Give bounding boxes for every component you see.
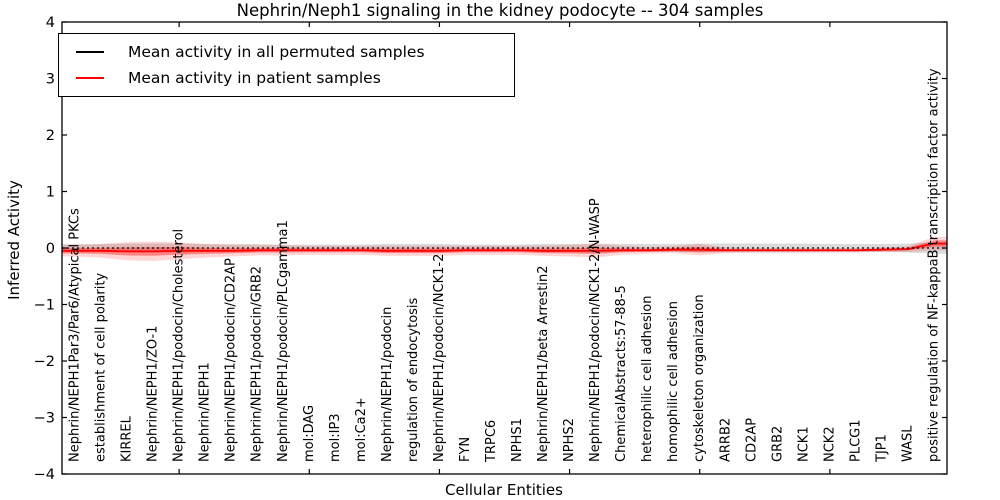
x-category-label: PLCG1	[848, 419, 863, 462]
y-tick-label: 3	[46, 72, 55, 88]
x-category-label: positive regulation of NF-kappaB transcr…	[926, 68, 941, 462]
patient-band-outer	[62, 236, 947, 261]
chart-title: Nephrin/Neph1 signaling in the kidney po…	[236, 1, 764, 20]
patient-band-inner	[62, 240, 947, 256]
x-category-label: Nephrin/NEPH1/podocin/PLCgamma1	[276, 220, 291, 462]
x-category-label: Nephrin/NEPH1/podocin/NCK1-2/N-WASP	[588, 198, 603, 462]
x-category-label: homophilic cell adhesion	[666, 301, 681, 462]
x-category-label: regulation of endocytosis	[406, 297, 421, 462]
patient-line-swatch	[76, 77, 104, 80]
x-category-label: TRPC6	[484, 420, 499, 463]
y-tick-label: 0	[46, 241, 55, 257]
x-category-label: TJP1	[874, 434, 889, 463]
x-category-label: NCK1	[796, 426, 811, 462]
x-category-label: Nephrin/NEPH1Par3/Par6/Atypical PKCs	[68, 208, 83, 462]
x-category-label: establishment of cell polarity	[94, 273, 109, 462]
x-category-label: Nephrin/NEPH1/podocin/GRB2	[250, 266, 265, 462]
x-category-label: ARRB2	[718, 418, 733, 462]
legend-entry-patient: Mean activity in patient samples	[59, 69, 514, 87]
x-category-label: mol:DAG	[302, 405, 317, 462]
permuted-line-swatch	[76, 50, 104, 53]
x-category-label: Nephrin/NEPH1/podocin/Cholesterol	[172, 229, 187, 462]
x-category-label: Nephrin/NEPH1/ZO-1	[146, 326, 161, 462]
x-axis-label: Cellular Entities	[445, 481, 563, 499]
y-tick-label: −3	[34, 411, 55, 427]
x-category-label: NPHS2	[562, 418, 577, 462]
x-category-label: Nephrin/NEPH1/podocin/NCK1-2	[432, 254, 447, 462]
x-category-label: CD2AP	[744, 418, 759, 462]
y-tick-label: −2	[34, 354, 55, 370]
x-category-label: Nephrin/NEPH1/podocin/CD2AP	[224, 258, 239, 462]
x-category-label: KIRREL	[120, 415, 135, 462]
x-category-label: cytoskeleton organization	[692, 294, 707, 462]
x-category-label: NCK2	[822, 426, 837, 462]
patient-mean-line	[62, 242, 947, 253]
x-category-label: ChemicalAbstracts:57-88-5	[614, 285, 629, 462]
x-category-label: mol:IP3	[328, 413, 343, 462]
x-category-label: mol:Ca2+	[354, 397, 369, 462]
x-category-label: GRB2	[770, 426, 785, 462]
x-category-label: FYN	[458, 437, 473, 462]
y-tick-label: −4	[34, 467, 55, 483]
legend-label-patient: Mean activity in patient samples	[128, 69, 381, 88]
x-category-label: WASL	[900, 425, 915, 462]
y-tick-label: 4	[46, 15, 55, 31]
legend-entry-permuted: Mean activity in all permuted samples	[59, 43, 514, 61]
y-tick-label: 2	[46, 128, 55, 144]
x-category-label: Nephrin/NEPH1/beta Arrestin2	[536, 266, 551, 463]
x-category-label: NPHS1	[510, 418, 525, 462]
y-tick-label: 1	[46, 185, 55, 201]
x-category-label: Nephrin/NEPH1/podocin	[380, 307, 395, 462]
legend-label-permuted: Mean activity in all permuted samples	[128, 42, 425, 61]
x-category-label: Nephrin/NEPH1	[198, 362, 213, 462]
legend: Mean activity in all permuted samples Me…	[58, 33, 515, 97]
x-category-label: heterophilic cell adhesion	[640, 296, 655, 463]
y-tick-label: −1	[34, 298, 55, 314]
